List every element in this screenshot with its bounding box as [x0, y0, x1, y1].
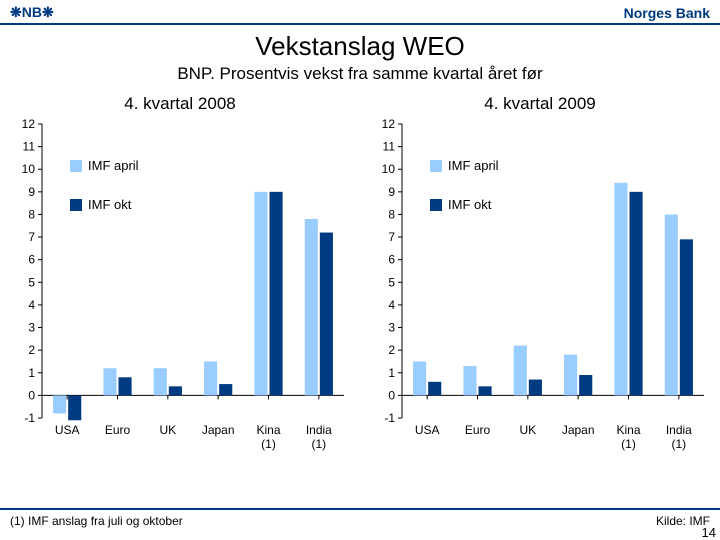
chart-title-2009: 4. kvartal 2009 [370, 94, 710, 114]
chart-wrap-2008: -10123456789101112USAEuroUKJapanKina(1)I… [10, 118, 350, 468]
legend-row: IMF okt [430, 197, 499, 212]
svg-text:0: 0 [388, 388, 395, 402]
legend-swatch [70, 160, 82, 172]
bar [665, 214, 678, 395]
svg-text:1: 1 [28, 366, 35, 380]
svg-text:5: 5 [28, 275, 35, 289]
svg-text:UK: UK [519, 423, 536, 437]
svg-text:Euro: Euro [465, 423, 491, 437]
legend-label: IMF april [88, 158, 139, 173]
svg-text:USA: USA [415, 423, 440, 437]
bar [53, 395, 66, 413]
svg-text:9: 9 [388, 185, 395, 199]
svg-text:-1: -1 [384, 411, 395, 425]
legend-row: IMF april [430, 158, 499, 173]
bar [680, 239, 693, 395]
legend-2008: IMF april IMF okt [70, 158, 139, 236]
svg-text:8: 8 [28, 207, 35, 221]
bar [579, 375, 592, 395]
svg-text:India: India [306, 423, 332, 437]
legend-label: IMF okt [88, 197, 131, 212]
chart-title-2008: 4. kvartal 2008 [10, 94, 350, 114]
svg-text:(1): (1) [671, 437, 686, 451]
svg-text:3: 3 [388, 321, 395, 335]
bar [514, 346, 527, 396]
svg-text:5: 5 [388, 275, 395, 289]
page-subtitle: BNP. Prosentvis vekst fra samme kvartal … [0, 64, 720, 84]
footer-bar: (1) IMF anslag fra juli og oktober Kilde… [0, 508, 720, 528]
logo: ❋NB❋ [10, 4, 54, 21]
svg-text:Japan: Japan [562, 423, 595, 437]
bar [630, 192, 643, 396]
svg-text:10: 10 [382, 162, 396, 176]
bar [305, 219, 318, 395]
footnote: (1) IMF anslag fra juli og oktober [10, 514, 183, 528]
legend-label: IMF okt [448, 197, 491, 212]
bar [479, 386, 492, 395]
bar [169, 386, 182, 395]
bar [154, 368, 167, 395]
chart-svg-2008: -10123456789101112USAEuroUKJapanKina(1)I… [10, 118, 350, 468]
bar [119, 377, 132, 395]
bar [413, 361, 426, 395]
legend-swatch [70, 199, 82, 211]
svg-text:Kina: Kina [256, 423, 280, 437]
svg-text:(1): (1) [261, 437, 276, 451]
bar [270, 192, 283, 396]
bar [614, 183, 627, 396]
svg-text:4: 4 [28, 298, 35, 312]
svg-text:8: 8 [388, 207, 395, 221]
bar [103, 368, 116, 395]
svg-text:USA: USA [55, 423, 80, 437]
legend-row: IMF april [70, 158, 139, 173]
bar [204, 361, 217, 395]
legend-2009: IMF april IMF okt [430, 158, 499, 236]
svg-text:3: 3 [28, 321, 35, 335]
svg-text:11: 11 [23, 140, 36, 154]
bar [529, 380, 542, 396]
svg-text:11: 11 [383, 140, 396, 154]
bar [219, 384, 232, 395]
page-number: 14 [702, 525, 716, 540]
legend-swatch [430, 160, 442, 172]
svg-text:Japan: Japan [202, 423, 235, 437]
svg-text:(1): (1) [311, 437, 326, 451]
svg-text:(1): (1) [621, 437, 636, 451]
svg-text:12: 12 [382, 118, 396, 131]
svg-text:Kina: Kina [616, 423, 640, 437]
chart-panel-2009: 4. kvartal 2009 -10123456789101112USAEur… [370, 88, 710, 468]
header-bar: ❋NB❋ Norges Bank [0, 0, 720, 25]
svg-text:1: 1 [388, 366, 395, 380]
svg-text:2: 2 [28, 343, 35, 357]
bar [564, 355, 577, 396]
bar [254, 192, 267, 396]
svg-text:India: India [666, 423, 692, 437]
svg-text:2: 2 [388, 343, 395, 357]
legend-label: IMF april [448, 158, 499, 173]
svg-text:-1: -1 [24, 411, 35, 425]
legend-swatch [430, 199, 442, 211]
chart-panel-2008: 4. kvartal 2008 -10123456789101112USAEur… [10, 88, 350, 468]
svg-text:UK: UK [159, 423, 176, 437]
legend-row: IMF okt [70, 197, 139, 212]
svg-text:4: 4 [388, 298, 395, 312]
page-title: Vekstanslag WEO [0, 31, 720, 62]
bar [463, 366, 476, 395]
svg-text:7: 7 [388, 230, 395, 244]
bar [320, 233, 333, 396]
charts-row: 4. kvartal 2008 -10123456789101112USAEur… [0, 88, 720, 468]
bar [428, 382, 441, 396]
svg-text:7: 7 [28, 230, 35, 244]
bar [68, 395, 81, 420]
svg-text:6: 6 [388, 253, 395, 267]
svg-text:0: 0 [28, 388, 35, 402]
chart-wrap-2009: -10123456789101112USAEuroUKJapanKina(1)I… [370, 118, 710, 468]
svg-text:10: 10 [22, 162, 36, 176]
bank-name: Norges Bank [624, 5, 710, 21]
chart-svg-2009: -10123456789101112USAEuroUKJapanKina(1)I… [370, 118, 710, 468]
svg-text:Euro: Euro [105, 423, 131, 437]
svg-text:9: 9 [28, 185, 35, 199]
svg-text:12: 12 [22, 118, 36, 131]
svg-text:6: 6 [28, 253, 35, 267]
